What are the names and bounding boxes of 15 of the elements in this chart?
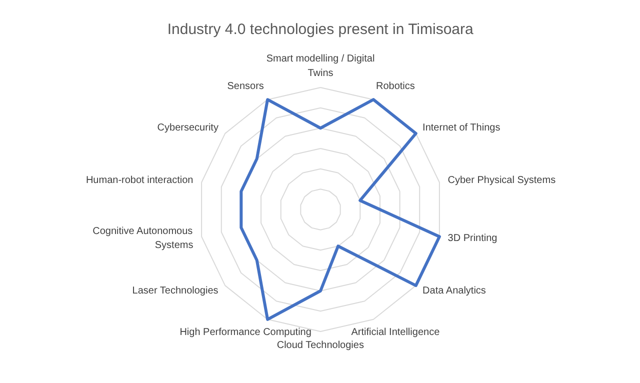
spoke-label: Cognitive Autonomous Systems	[92, 226, 194, 252]
spoke-label: Smart modelling / Digital Twins	[266, 54, 375, 79]
chart-title: Industry 4.0 technologies present in Timisoara	[167, 21, 474, 38]
spoke-label: Sensors	[227, 80, 264, 92]
spoke-label: Laser Technologies	[132, 285, 218, 296]
spoke-label: Human-robot interaction	[86, 174, 194, 186]
spoke-label: Robotics	[376, 80, 415, 92]
spoke-label: Cloud Technologies	[276, 340, 364, 352]
spoke-label: Data Analytics	[422, 285, 486, 296]
spoke-label: Internet of Things	[422, 122, 500, 134]
spoke-label: Cybersecurity	[157, 122, 218, 134]
spoke-label: Cyber Physical Systems	[448, 174, 556, 186]
spoke-label: 3D Printing	[448, 233, 498, 244]
spoke-label: High Performance Computing	[180, 327, 312, 338]
spoke-label: Artificial Intelligence	[351, 327, 440, 338]
